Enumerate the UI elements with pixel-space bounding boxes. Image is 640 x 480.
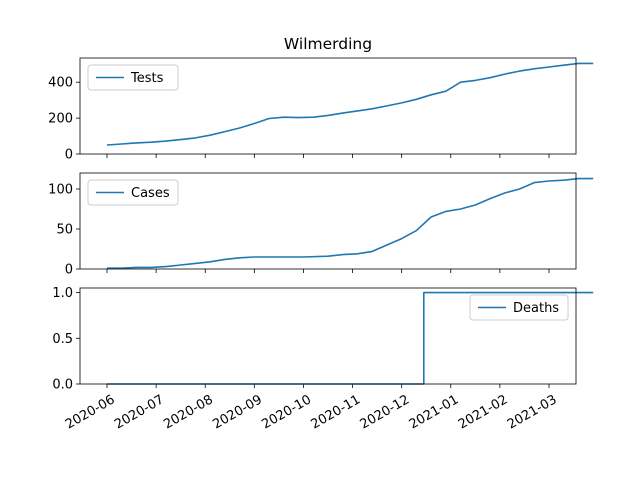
axes-frame-tests <box>79 57 577 155</box>
legend-deaths: Deaths <box>469 294 569 321</box>
legend-label-deaths: Deaths <box>513 301 559 316</box>
legend-tests: Tests <box>87 64 179 91</box>
y-tick-label-deaths-2: 1.0 <box>52 286 73 301</box>
y-tick-label-cases-2: 100 <box>48 183 73 198</box>
panel-deaths: 0.00.51.0Deaths2020-062020-072020-082020… <box>52 286 594 433</box>
legend-box-tests <box>87 64 179 91</box>
x-tick-label-9: 2021-03 <box>505 392 560 432</box>
legend-label-cases: Cases <box>131 186 170 201</box>
panels-layer: 0 200 400 Tests 0 50 100 Cases 0.0 0.5 1.0 Deaths 20… <box>48 57 594 433</box>
y-tick-label-tests-0: 0 <box>65 148 73 163</box>
x-tick-label-2: 2020-08 <box>161 392 216 432</box>
legend-cases: Cases <box>87 179 179 206</box>
axes-frame-cases <box>79 172 577 270</box>
x-tick-label-7: 2021-01 <box>407 392 462 432</box>
x-tick-label-5: 2020-11 <box>309 392 364 432</box>
y-tick-label-cases-1: 50 <box>56 223 73 238</box>
panel-tests: 0 200 400 Tests <box>48 57 594 163</box>
series-line-tests <box>106 62 594 146</box>
y-tick-label-deaths-0: 0.0 <box>52 378 73 393</box>
x-tick-label-1: 2020-07 <box>112 392 167 432</box>
x-tick-label-6: 2020-12 <box>358 392 413 432</box>
legend-label-tests: Tests <box>130 71 164 86</box>
legend-box-cases <box>87 179 179 206</box>
y-tick-label-cases-0: 0 <box>65 263 73 278</box>
y-tick-label-tests-1: 200 <box>48 112 73 127</box>
x-tick-label-8: 2021-02 <box>456 392 511 432</box>
x-tick-label-0: 2020-06 <box>63 392 118 432</box>
series-line-cases <box>107 177 594 269</box>
chart-title: Wilmerding <box>284 35 372 53</box>
axes-frame-deaths <box>79 287 577 385</box>
y-tick-label-tests-2: 400 <box>48 76 73 91</box>
y-tick-label-deaths-1: 0.5 <box>52 332 73 347</box>
x-tick-label-4: 2020-10 <box>259 392 314 432</box>
panel-cases: 0 50 100 Cases <box>48 172 594 278</box>
legend-box-deaths <box>469 294 569 321</box>
x-tick-label-3: 2020-09 <box>210 392 265 432</box>
